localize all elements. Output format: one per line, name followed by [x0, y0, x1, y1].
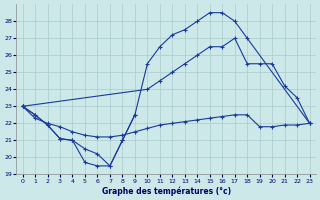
X-axis label: Graphe des températures (°c): Graphe des températures (°c): [101, 186, 231, 196]
